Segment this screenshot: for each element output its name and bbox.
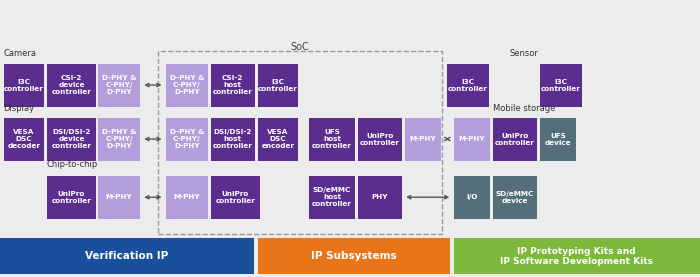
Bar [98, 64, 140, 107]
Text: UniPro
controller: UniPro controller [495, 133, 535, 146]
Text: SD/eMMC
device: SD/eMMC device [496, 191, 534, 204]
Bar [211, 118, 255, 161]
Bar [309, 176, 355, 219]
Bar [454, 238, 700, 274]
Text: UniPro
controller: UniPro controller [216, 191, 255, 204]
Text: M-PHY: M-PHY [106, 194, 132, 200]
Bar [211, 176, 260, 219]
Bar [4, 118, 44, 161]
Bar [158, 51, 442, 234]
Text: I3C
controller: I3C controller [258, 79, 298, 92]
Bar [258, 238, 450, 274]
Text: DSI/DSI-2
host
controller: DSI/DSI-2 host controller [213, 129, 253, 149]
Text: IP Subsystems: IP Subsystems [311, 251, 397, 261]
Text: Camera: Camera [4, 49, 36, 58]
Text: PHY: PHY [372, 194, 388, 200]
Text: VESA
DSC
decoder: VESA DSC decoder [7, 129, 41, 149]
Text: UFS
device: UFS device [545, 133, 571, 146]
Text: Sensor: Sensor [510, 49, 538, 58]
Text: I3C
controller: I3C controller [448, 79, 487, 92]
Text: UniPro
controller: UniPro controller [52, 191, 91, 204]
Bar [4, 64, 44, 107]
Text: CSI-2
device
controller: CSI-2 device controller [52, 75, 91, 95]
Bar [211, 64, 255, 107]
Bar [309, 118, 355, 161]
Bar [447, 64, 489, 107]
Bar [258, 118, 298, 161]
Bar [454, 118, 490, 161]
Text: M-PHY: M-PHY [410, 136, 436, 142]
Text: SoC: SoC [290, 42, 309, 52]
Bar [47, 64, 96, 107]
Text: DSI/DSI-2
device
controller: DSI/DSI-2 device controller [52, 129, 91, 149]
Text: D-PHY &
C-PHY/
D-PHY: D-PHY & C-PHY/ D-PHY [169, 75, 204, 95]
Bar [166, 64, 208, 107]
Text: UniPro
controller: UniPro controller [360, 133, 400, 146]
Text: M-PHY: M-PHY [174, 194, 200, 200]
Bar [98, 118, 140, 161]
Text: CSI-2
host
controller: CSI-2 host controller [213, 75, 253, 95]
Bar [166, 176, 208, 219]
Text: VESA
DSC
encoder: VESA DSC encoder [261, 129, 295, 149]
Text: Mobile storage: Mobile storage [493, 104, 555, 113]
Text: Chip-to-chip: Chip-to-chip [47, 160, 98, 169]
Text: D-PHY &
C-PHY/
D-PHY: D-PHY & C-PHY/ D-PHY [169, 129, 204, 149]
Bar [0, 238, 254, 274]
Text: I3C
controller: I3C controller [4, 79, 43, 92]
Text: I3C
controller: I3C controller [541, 79, 580, 92]
Text: Verification IP: Verification IP [85, 251, 169, 261]
Bar [358, 176, 402, 219]
Bar [405, 118, 441, 161]
Bar [47, 118, 96, 161]
Bar [98, 176, 140, 219]
Bar [258, 64, 298, 107]
Bar [358, 118, 402, 161]
Text: D-PHY &
C-PHY/
D-PHY: D-PHY & C-PHY/ D-PHY [102, 129, 136, 149]
Bar [47, 176, 96, 219]
Text: M-PHY: M-PHY [458, 136, 485, 142]
Text: SD/eMMC
host
controller: SD/eMMC host controller [312, 187, 352, 207]
Text: I/O: I/O [466, 194, 477, 200]
Text: D-PHY &
C-PHY/
D-PHY: D-PHY & C-PHY/ D-PHY [102, 75, 136, 95]
Bar [493, 118, 537, 161]
Text: Display: Display [4, 104, 34, 113]
Bar [166, 118, 208, 161]
Text: IP Prototyping Kits and
IP Software Development Kits: IP Prototyping Kits and IP Software Deve… [500, 247, 653, 266]
Bar [454, 176, 490, 219]
Text: UFS
host
controller: UFS host controller [312, 129, 352, 149]
Bar [493, 176, 537, 219]
Bar [540, 118, 576, 161]
Bar [540, 64, 582, 107]
